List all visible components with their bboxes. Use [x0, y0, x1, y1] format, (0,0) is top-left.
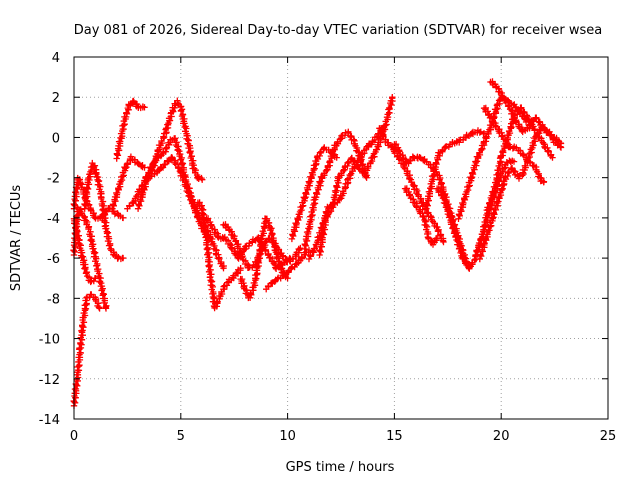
series-sat-s: [316, 94, 396, 259]
series-markers: [134, 135, 212, 242]
x-axis-label: GPS time / hours: [286, 460, 395, 475]
series-markers: [109, 153, 148, 212]
y-tick-label: -2: [47, 172, 60, 187]
y-tick-label: -4: [47, 212, 60, 227]
x-tick-label: 0: [70, 429, 78, 444]
x-tick-label: 10: [279, 429, 296, 444]
series-sat-g: [113, 97, 148, 162]
series-markers: [476, 123, 565, 263]
series-markers: [70, 291, 103, 409]
x-tick-label: 20: [493, 429, 510, 444]
series-sat-n: [237, 215, 291, 302]
series-markers: [401, 185, 441, 248]
series-sat-ab: [480, 104, 548, 186]
series-markers: [480, 104, 548, 186]
series-sat-ac: [487, 78, 565, 147]
y-tick-label: -12: [39, 373, 60, 388]
x-tick-label: 15: [386, 429, 403, 444]
series-markers: [194, 199, 244, 312]
y-axis-label: SDTVAR / TECUs: [9, 185, 24, 292]
series-sat-i: [134, 135, 212, 242]
series-sat-v: [401, 185, 441, 248]
y-tick-label: 2: [52, 91, 60, 106]
y-tick-label: -10: [39, 333, 60, 348]
y-tick-label: -6: [47, 252, 60, 267]
series-markers: [376, 125, 447, 246]
y-tick-label: 0: [52, 131, 60, 146]
series-sat-aa: [476, 123, 565, 263]
series-markers: [124, 97, 206, 212]
series-sat-o: [263, 246, 313, 293]
series-markers: [263, 246, 313, 293]
plot-frame: [73, 56, 609, 420]
series-sat-t: [376, 125, 447, 246]
series-markers: [423, 127, 488, 212]
grid: [74, 57, 608, 419]
y-tick-label: -14: [39, 413, 60, 428]
y-tick-label: -8: [47, 292, 60, 307]
series-sat-k: [194, 199, 244, 312]
series-sat-p: [288, 144, 340, 243]
x-tick-label: 25: [600, 429, 617, 444]
series-sat-h: [124, 97, 206, 212]
series-markers: [316, 94, 396, 259]
x-tick-label: 5: [177, 429, 185, 444]
series-markers: [288, 144, 340, 243]
series-markers: [455, 94, 537, 222]
series-sat-a: [70, 291, 103, 409]
series-sat-e: [81, 159, 127, 263]
series-markers: [113, 97, 148, 162]
series-markers: [237, 215, 291, 302]
data-marks: [70, 78, 565, 409]
series-markers: [81, 159, 127, 263]
series-sat-w: [423, 127, 488, 212]
series-sat-y: [455, 94, 537, 222]
axis-ticks: 0 5 10 15 20 25 -14 -12 -10 -8 -6 -4 -2 0 2 4: [39, 51, 617, 444]
y-tick-label: 4: [52, 51, 60, 66]
series-markers: [487, 78, 565, 147]
series-sat-f: [109, 153, 148, 212]
chart-title: Day 081 of 2026, Sidereal Day-to-day VTE…: [74, 23, 603, 38]
